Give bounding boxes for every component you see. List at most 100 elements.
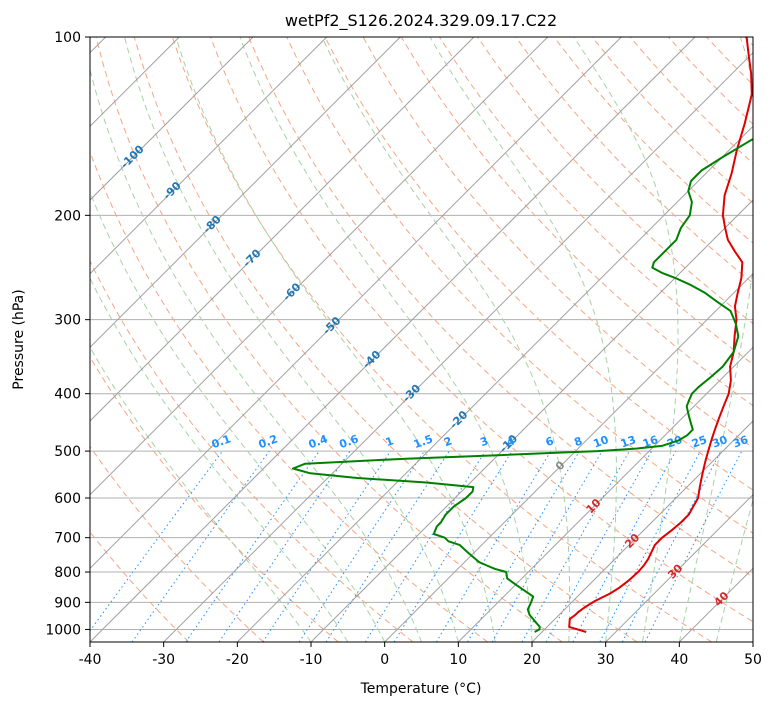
x-tick-label: 10 bbox=[449, 652, 467, 668]
isotherm-line bbox=[384, 272, 753, 642]
dry-adiabat-line bbox=[90, 445, 264, 642]
dry-adiabat-line bbox=[90, 531, 190, 642]
mixing-ratio-line bbox=[218, 450, 351, 642]
moist-adiabat-line bbox=[321, 37, 571, 642]
moist-adiabat-line bbox=[573, 37, 679, 642]
mixing-ratio-label: 1 bbox=[384, 434, 396, 449]
isotherm-line bbox=[310, 199, 753, 642]
mixing-ratio-line bbox=[298, 450, 425, 642]
moist-adiabat-line bbox=[429, 37, 617, 642]
mixing-ratio-label: 25 bbox=[690, 433, 709, 450]
dry-adiabat-line bbox=[95, 37, 563, 642]
axes: -40 -30 -20 -10 0 10 20 30 40 5010020030040050060… bbox=[45, 30, 762, 668]
isotherm-line bbox=[605, 493, 753, 642]
dry-adiabat-line bbox=[90, 356, 339, 642]
mixing-ratio-line bbox=[644, 450, 743, 642]
dry-adiabat-line bbox=[744, 37, 753, 47]
x-tick-label: 40 bbox=[670, 652, 688, 668]
mixing-ratio-label: 0.1 bbox=[210, 432, 233, 451]
isotherm-line bbox=[531, 420, 753, 642]
moist-adiabat-line bbox=[90, 346, 312, 642]
mixing-ratio-label: 30 bbox=[710, 433, 729, 451]
mixing-ratio-line bbox=[599, 450, 701, 642]
isotherm-line bbox=[163, 51, 753, 642]
mixing-ratio-label: 6 bbox=[544, 434, 556, 449]
y-tick-label: 600 bbox=[54, 491, 81, 507]
mixing-ratio-line bbox=[364, 450, 486, 642]
chart-title: wetPf2_S126.2024.329.09.17.C22 bbox=[285, 11, 557, 31]
moist-adiabat-line bbox=[90, 67, 422, 642]
moist-adiabat-line bbox=[175, 37, 496, 642]
isotherm-line bbox=[90, 37, 475, 422]
mixing-ratio-line bbox=[131, 450, 270, 642]
mixing-ratio-line bbox=[90, 450, 223, 632]
isotherm-line bbox=[678, 567, 753, 642]
x-tick-label: -10 bbox=[300, 652, 323, 668]
mixing-ratio-line bbox=[467, 450, 580, 642]
y-tick-label: 300 bbox=[54, 313, 81, 329]
isotherm-line bbox=[90, 37, 622, 570]
mixing-ratio-line bbox=[325, 450, 450, 642]
x-tick-label: 20 bbox=[523, 652, 541, 668]
y-tick-label: 100 bbox=[54, 30, 81, 46]
mixing-ratio-label: 0.4 bbox=[307, 432, 330, 451]
x-tick-label: 50 bbox=[744, 652, 762, 668]
mixing-ratio-label: 0.2 bbox=[257, 432, 280, 451]
x-tick-label: 30 bbox=[597, 652, 615, 668]
dry-adiabat-line bbox=[668, 37, 753, 125]
moist-adiabat-line bbox=[90, 190, 386, 642]
moist-adiabat-line bbox=[715, 498, 753, 642]
moist-adiabat-line bbox=[124, 37, 459, 642]
isotherm-line bbox=[752, 641, 753, 642]
mixing-ratio-line bbox=[393, 450, 513, 642]
y-tick-label: 700 bbox=[54, 531, 81, 547]
x-tick-label: -30 bbox=[152, 652, 175, 668]
dry-adiabat-line bbox=[706, 37, 753, 86]
y-tick-label: 900 bbox=[54, 595, 81, 611]
x-tick-label: -20 bbox=[226, 652, 249, 668]
isotherm-label: -90 bbox=[161, 179, 184, 202]
x-tick-label: 0 bbox=[380, 652, 389, 668]
mixing-ratio-line bbox=[262, 450, 392, 642]
y-axis-label: Pressure (hPa) bbox=[11, 289, 27, 389]
isotherm-line bbox=[90, 37, 254, 201]
isotherm-line bbox=[90, 37, 696, 642]
dry-adiabat-line bbox=[210, 37, 753, 623]
x-tick-label: -40 bbox=[79, 652, 102, 668]
y-tick-label: 800 bbox=[54, 565, 81, 581]
moist-adiabat-line bbox=[90, 277, 349, 642]
dry-adiabat-line bbox=[553, 37, 753, 244]
dry-adiabat-line bbox=[591, 37, 753, 204]
dry-adiabat-line bbox=[90, 150, 488, 642]
y-tick-label: 500 bbox=[54, 444, 81, 460]
temperature-line bbox=[568, 37, 753, 633]
plot-frame bbox=[89, 36, 754, 643]
dry-adiabat-line bbox=[324, 37, 753, 491]
mixing-ratio-label: 4 bbox=[505, 434, 517, 449]
isotherm-line bbox=[90, 37, 549, 496]
dry-adiabat-line bbox=[248, 37, 753, 578]
mixing-ratio-label: 0.6 bbox=[338, 432, 361, 451]
moist-adiabat-line bbox=[239, 37, 533, 642]
dry-adiabat-line bbox=[171, 37, 712, 642]
background-lines bbox=[90, 37, 753, 642]
dry-adiabat-line bbox=[133, 37, 638, 642]
y-tick-label: 1000 bbox=[45, 622, 81, 638]
isotherm-line bbox=[457, 346, 753, 642]
mixing-ratio-line bbox=[572, 450, 677, 642]
y-tick-label: 400 bbox=[54, 387, 81, 403]
profile-series bbox=[292, 37, 753, 633]
mixing-ratio-label: 10 bbox=[592, 433, 611, 451]
isotherm-line bbox=[236, 125, 753, 642]
dry-adiabat-line bbox=[438, 37, 753, 366]
y-tick-label: 200 bbox=[54, 208, 81, 224]
isotherm-line bbox=[90, 37, 328, 275]
mixing-ratio-label: 8 bbox=[572, 434, 584, 449]
mixing-ratio-label: 1.5 bbox=[412, 432, 435, 451]
mixing-ratio-label: 2 bbox=[442, 434, 454, 449]
mixing-ratio-label: 36 bbox=[731, 433, 750, 451]
dry-adiabat-line bbox=[515, 37, 753, 284]
x-axis-label: Temperature (°C) bbox=[360, 681, 482, 697]
dewpoint-line bbox=[292, 138, 753, 633]
